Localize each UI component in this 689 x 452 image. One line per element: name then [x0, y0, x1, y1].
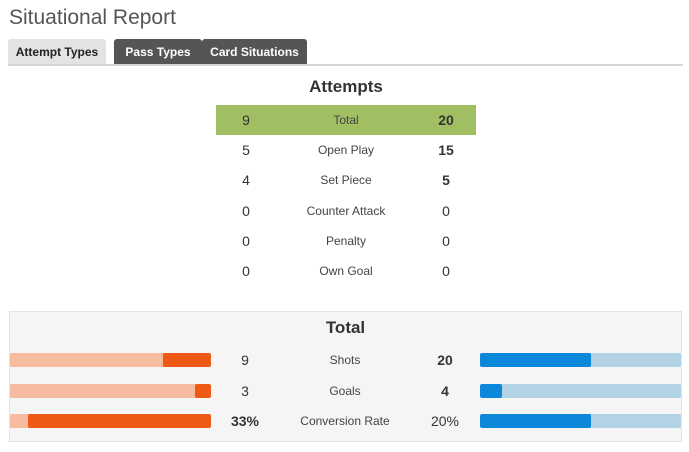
- set-piece-left-value: 4: [242, 172, 250, 188]
- attempts-row-total: 9 Total 20: [216, 105, 476, 135]
- conversion-left-bar: [10, 414, 211, 428]
- goals-label: Goals: [329, 384, 361, 398]
- attempts-heading: Attempts: [309, 77, 383, 96]
- counter-attack-left-value: 0: [242, 203, 250, 219]
- shots-right-bar-fill: [480, 353, 591, 367]
- conversion-right-value: 20%: [430, 413, 460, 429]
- open-play-left-value: 5: [242, 142, 250, 158]
- counter-attack-label: Counter Attack: [306, 204, 386, 218]
- tab-divider: [8, 64, 683, 66]
- shots-right-bar: [480, 353, 681, 367]
- own-goal-left-value: 0: [242, 263, 250, 279]
- total-right-value: 20: [438, 112, 454, 128]
- totals-heading: Total: [325, 318, 366, 337]
- own-goal-label: Own Goal: [319, 264, 373, 278]
- counter-attack-right-value: 0: [442, 203, 450, 219]
- shots-left-bar: [10, 353, 211, 367]
- page-title: Situational Report: [9, 6, 176, 29]
- conversion-left-value: 33%: [230, 413, 260, 429]
- set-piece-right-value: 5: [442, 172, 450, 188]
- tab-card-situations[interactable]: Card Situations: [202, 39, 307, 65]
- attempts-row-open-play: 5 Open Play 15: [216, 135, 476, 165]
- goals-left-bar-fill: [194, 384, 211, 398]
- shots-label: Shots: [329, 353, 361, 367]
- tab-attempt-types[interactable]: Attempt Types: [8, 39, 106, 66]
- set-piece-label: Set Piece: [320, 173, 372, 187]
- goals-right-bar-fill: [480, 384, 503, 398]
- penalty-label: Penalty: [325, 234, 367, 248]
- total-label: Total: [333, 113, 359, 127]
- shots-right-value: 20: [437, 352, 453, 368]
- conversion-left-bar-fill: [28, 414, 211, 428]
- own-goal-right-value: 0: [442, 263, 450, 279]
- goals-left-bar: [10, 384, 211, 398]
- conversion-right-bar: [480, 414, 681, 428]
- goals-left-value: 3: [241, 383, 249, 399]
- total-left-value: 9: [242, 112, 250, 128]
- goals-right-value: 4: [441, 383, 449, 399]
- conversion-right-bar-fill: [480, 414, 591, 428]
- conversion-rate-label: Conversion Rate: [300, 414, 390, 428]
- tab-pass-types[interactable]: Pass Types: [114, 39, 202, 65]
- shots-left-value: 9: [241, 352, 249, 368]
- shots-left-bar-fill: [162, 353, 211, 367]
- open-play-label: Open Play: [317, 143, 375, 157]
- attempts-row-set-piece: 4 Set Piece 5: [216, 165, 476, 195]
- attempts-row-counter-attack: 0 Counter Attack 0: [216, 196, 476, 226]
- goals-right-bar: [480, 384, 681, 398]
- attempts-row-penalty: 0 Penalty 0: [216, 226, 476, 256]
- penalty-left-value: 0: [242, 233, 250, 249]
- open-play-right-value: 15: [438, 142, 454, 158]
- penalty-right-value: 0: [442, 233, 450, 249]
- attempts-row-own-goal: 0 Own Goal 0: [216, 256, 476, 286]
